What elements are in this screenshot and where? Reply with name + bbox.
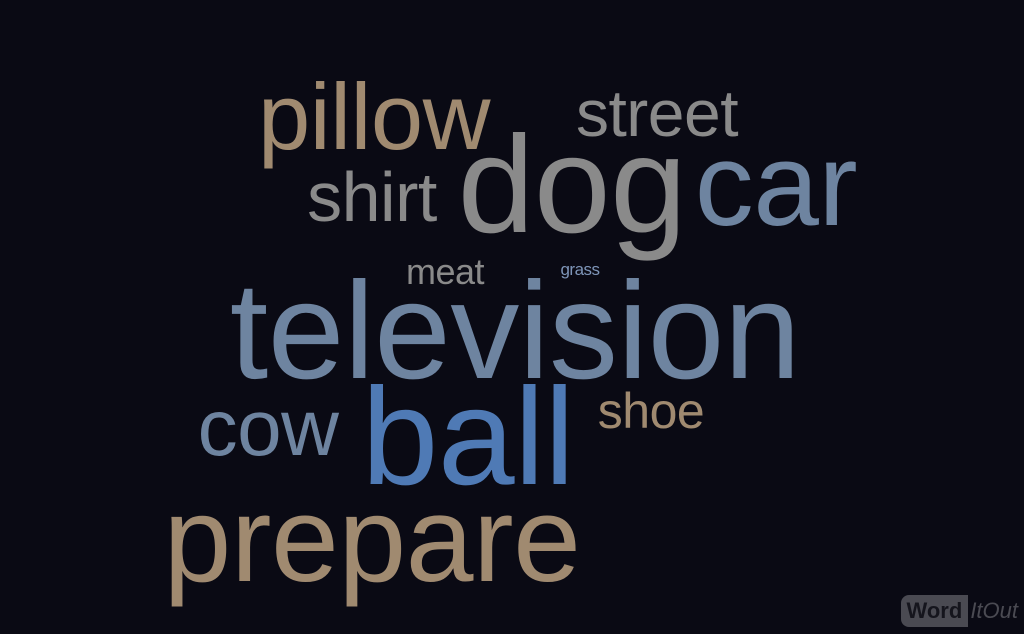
word-television: television [229, 254, 801, 408]
word-grass: grass [560, 260, 600, 279]
word-prepare: prepare [163, 471, 581, 607]
logo-itout: ItOut [970, 598, 1018, 623]
word-pillow: pillow [257, 64, 491, 169]
wordle-logo[interactable]: Word ItOut [900, 595, 1018, 627]
word-meat: meat [405, 251, 485, 292]
logo-word: Word [900, 595, 969, 627]
word-car: car [694, 119, 858, 251]
word-dog: dog [457, 108, 687, 262]
word-shoe: shoe [597, 383, 705, 439]
word-cow: cow [197, 383, 339, 472]
word-street: street [575, 76, 739, 150]
word-shirt: shirt [307, 158, 437, 236]
word-ball: ball [361, 360, 575, 514]
